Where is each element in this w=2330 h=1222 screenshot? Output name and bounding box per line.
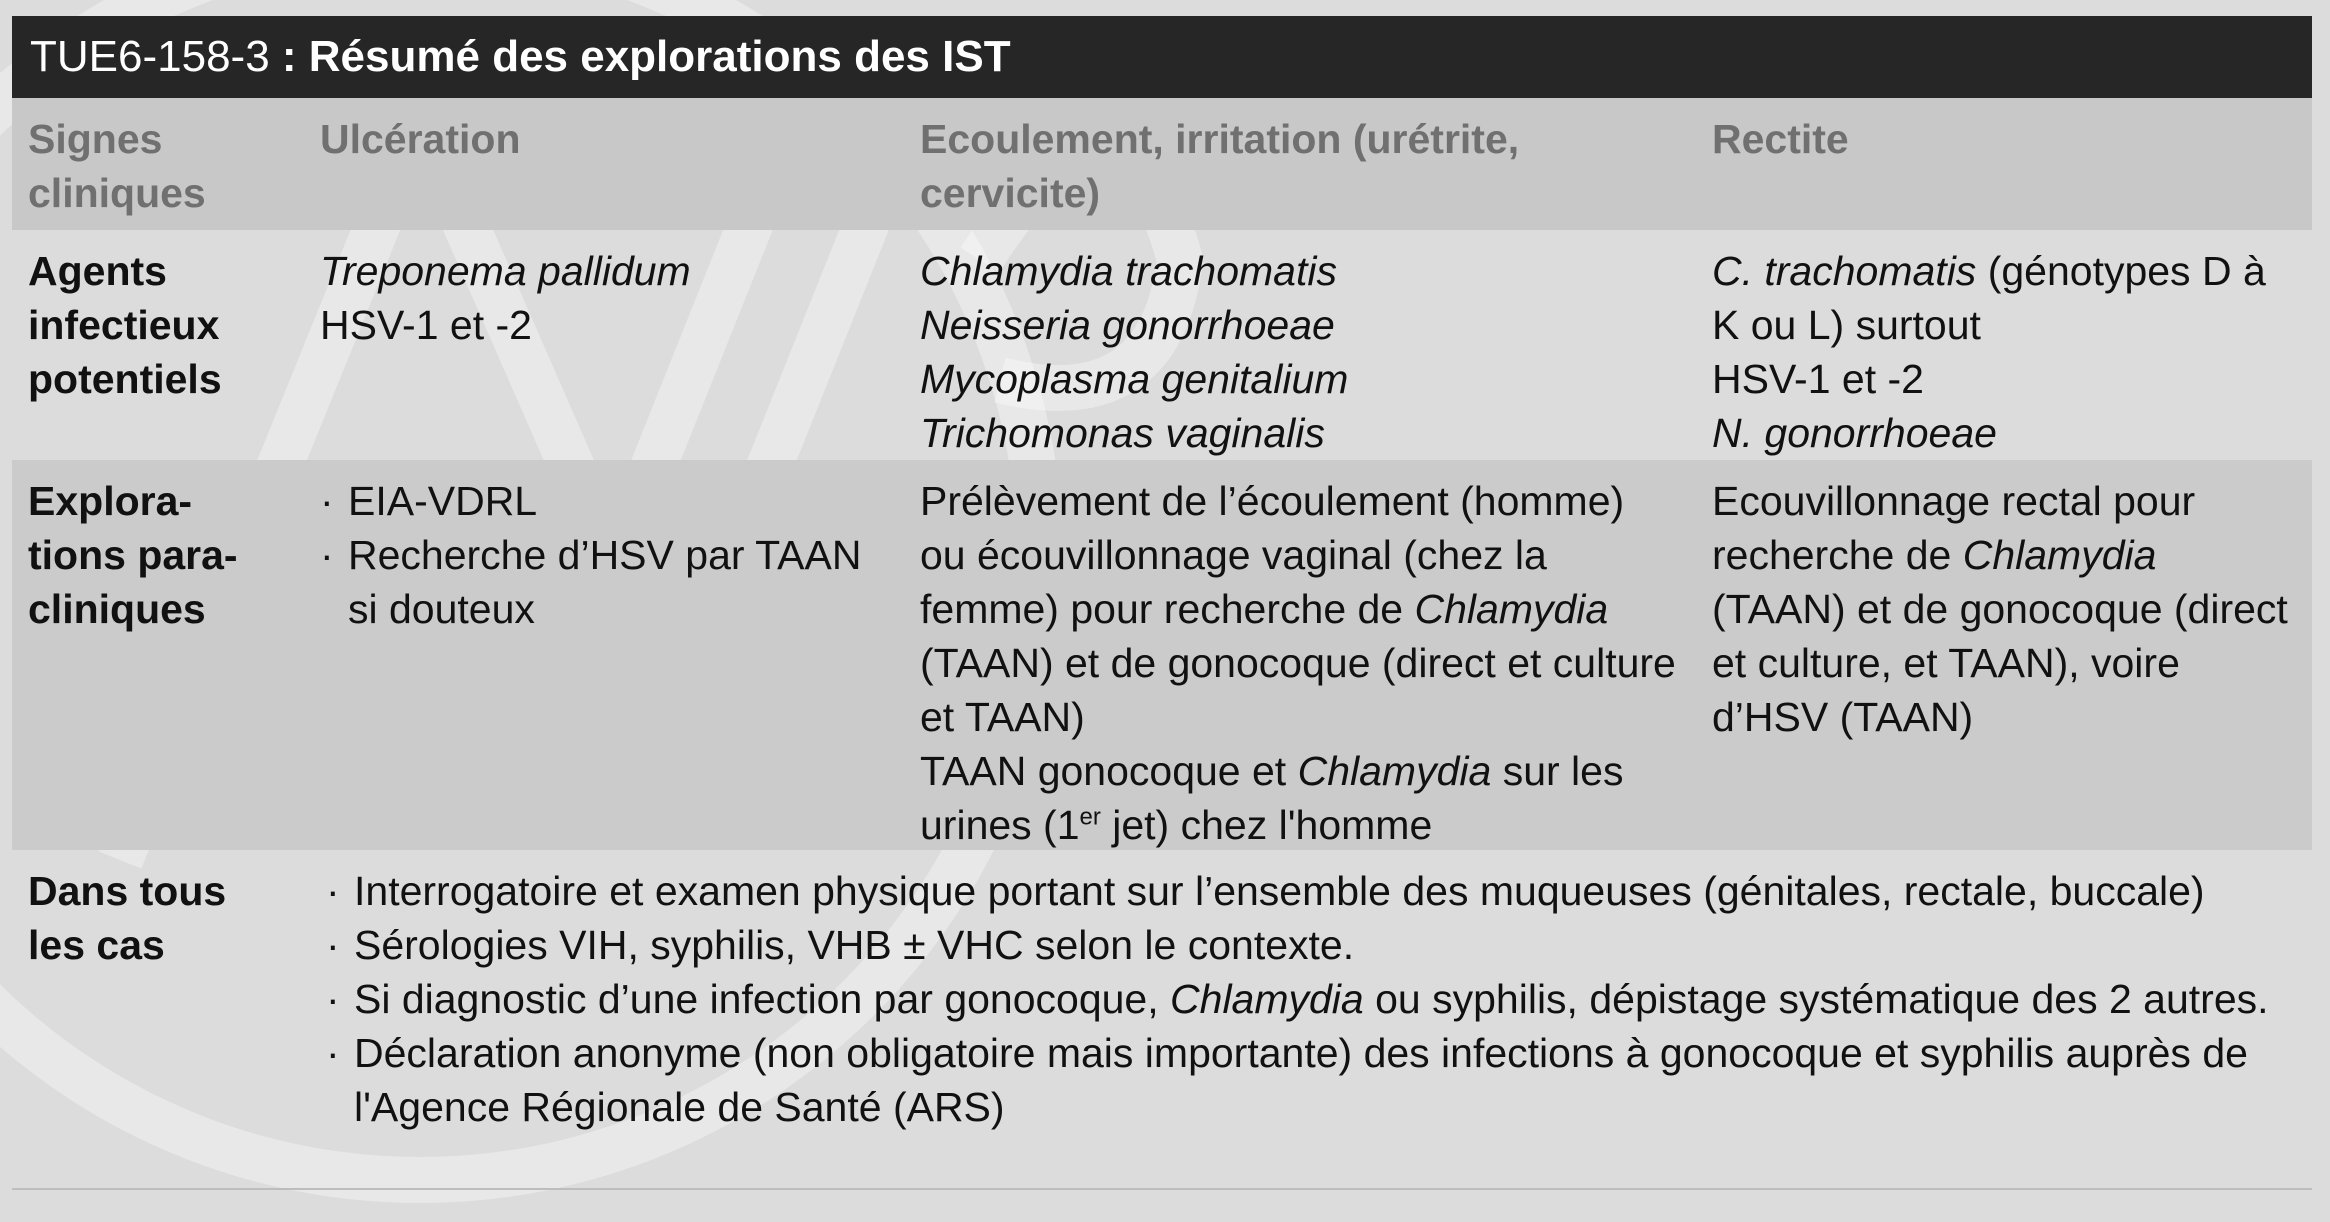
bullet-interrogatoire: Interrogatoire et examen physique portan… bbox=[354, 868, 2205, 914]
rectite-agent-line1: C. trachomatis (génotypes D à K ou L) su… bbox=[1712, 248, 2266, 348]
text-segment: Ecouvillonnage rectal pour recherche de bbox=[1712, 478, 2196, 578]
bullet-item: · Déclaration anonyme (non obligatoire ma… bbox=[326, 1026, 2296, 1134]
cell-dans-tous-les-cas: · Interrogatoire et examen physique porta… bbox=[304, 850, 2312, 1222]
bullet-item: · Recherche d’HSV par TAAN si douteux bbox=[320, 528, 888, 636]
table-code: TUE6-158-3 bbox=[30, 32, 270, 81]
bullet-dot: · bbox=[326, 1030, 340, 1076]
exploration-hsv-taan: Recherche d’HSV par TAAN si douteux bbox=[348, 532, 862, 632]
text-segment: Prélèvement de l’écoulement (homme) ou é… bbox=[920, 478, 1625, 632]
bullet-item: · Si diagnostic d’une infection par gonoc… bbox=[326, 972, 2296, 1026]
row-label-explorations: Explora-tions para-cliniques bbox=[28, 478, 238, 632]
bottom-rule bbox=[12, 1188, 2312, 1190]
row-agents-infectieux: Agents infectieux potentiels Treponema p… bbox=[12, 230, 2312, 460]
bullet-dot: · bbox=[326, 976, 340, 1022]
ist-summary-table: TUE6-158-3 : Résumé des explorations des… bbox=[12, 16, 2312, 1222]
text-segment: TAAN gonocoque et bbox=[920, 748, 1298, 794]
superscript: er bbox=[1079, 803, 1101, 831]
row-label-dans-tous-les-cas: Dans tous les cas bbox=[28, 868, 227, 968]
text-segment: ou syphilis, dépistage systématique des … bbox=[1363, 976, 2269, 1022]
bullet-item: · Sérologies VIH, syphilis, VHB ± VHC sel… bbox=[326, 918, 2296, 972]
bullet-dot: · bbox=[320, 532, 334, 578]
rectite-genotypes: (génotypes D à K ou L) surtout bbox=[1712, 248, 2266, 348]
bullet-item: · Interrogatoire et examen physique porta… bbox=[326, 864, 2296, 918]
ecoulement-paragraph-2: TAAN gonocoque et Chlamydia sur les urin… bbox=[920, 744, 1680, 852]
bullet-item: · EIA-VDRL bbox=[320, 474, 888, 528]
table-title-bar: TUE6-158-3 : Résumé des explorations des… bbox=[12, 16, 2312, 98]
agent-treponema: Treponema pallidum bbox=[320, 248, 691, 294]
row-explorations: Explora-tions para-cliniques · EIA-VDRL ·… bbox=[12, 460, 2312, 850]
bullet-dot: · bbox=[326, 868, 340, 914]
cell-explorations-ulceration: · EIA-VDRL · Recherche d’HSV par TAAN si d… bbox=[304, 460, 904, 850]
rectite-hsv: HSV-1 et -2 bbox=[1712, 356, 1924, 402]
agent-chlamydia: Chlamydia trachomatis bbox=[920, 248, 1337, 294]
rectite-n-gonorrhoeae: N. gonorrhoeae bbox=[1712, 410, 1997, 456]
agent-hsv: HSV-1 et -2 bbox=[320, 302, 532, 348]
text-italic: Chlamydia bbox=[1297, 748, 1492, 794]
row-dans-tous-les-cas: Dans tous les cas · Interrogatoire et exa… bbox=[12, 850, 2312, 1222]
header-signes-cliniques: Signes cliniques bbox=[28, 116, 206, 216]
header-ecoulement: Ecoulement, irritation (urétrite, cervic… bbox=[920, 116, 1520, 216]
text-segment: jet) chez l'homme bbox=[1100, 802, 1433, 848]
agent-mycoplasma: Mycoplasma genitalium bbox=[920, 356, 1349, 402]
text-segment: Si diagnostic d’une infection par gonoco… bbox=[354, 976, 1171, 1022]
bullet-serologies: Sérologies VIH, syphilis, VHB ± VHC selo… bbox=[354, 922, 1355, 968]
cell-agents-ecoulement: Chlamydia trachomatis Neisseria gonorrho… bbox=[904, 230, 1696, 460]
text-segment: (TAAN) et de gonocoque (direct et cultur… bbox=[1712, 586, 2288, 740]
agent-neisseria: Neisseria gonorrhoeae bbox=[920, 302, 1335, 348]
rectite-c-trachomatis: C. trachomatis bbox=[1712, 248, 1977, 294]
table-title: Résumé des explorations des IST bbox=[308, 32, 1011, 81]
text-segment: (TAAN) et de gonocoque (direct et cultur… bbox=[920, 640, 1676, 740]
bullet-declaration: Déclaration anonyme (non obligatoire mai… bbox=[354, 1030, 2248, 1130]
header-row: Signes cliniques Ulcération Ecoulement, … bbox=[12, 98, 2312, 230]
text-italic: Chlamydia bbox=[1962, 532, 2157, 578]
bullet-dot: · bbox=[320, 478, 334, 524]
cell-explorations-rectite: Ecouvillonnage rectal pour recherche de … bbox=[1696, 460, 2312, 850]
cell-explorations-ecoulement: Prélèvement de l’écoulement (homme) ou é… bbox=[904, 460, 1696, 850]
agent-trichomonas: Trichomonas vaginalis bbox=[920, 410, 1325, 456]
cell-agents-rectite: C. trachomatis (génotypes D à K ou L) su… bbox=[1696, 230, 2312, 460]
row-label-agents: Agents infectieux potentiels bbox=[28, 248, 222, 402]
bullet-dot: · bbox=[326, 922, 340, 968]
header-rectite: Rectite bbox=[1712, 116, 1849, 162]
header-ulceration: Ulcération bbox=[320, 116, 521, 162]
text-italic: Chlamydia bbox=[1414, 586, 1609, 632]
cell-agents-ulceration: Treponema pallidum HSV-1 et -2 bbox=[304, 230, 904, 460]
text-italic: Chlamydia bbox=[1170, 976, 1364, 1022]
title-separator: : bbox=[269, 32, 309, 81]
text-segment: sur les urines (1 bbox=[920, 748, 1624, 848]
exploration-eia-vdrl: EIA-VDRL bbox=[348, 478, 538, 524]
ecoulement-paragraph-1: Prélèvement de l’écoulement (homme) ou é… bbox=[920, 474, 1680, 744]
bullet-diagnostic: Si diagnostic d’une infection par gonoco… bbox=[354, 972, 2269, 1026]
